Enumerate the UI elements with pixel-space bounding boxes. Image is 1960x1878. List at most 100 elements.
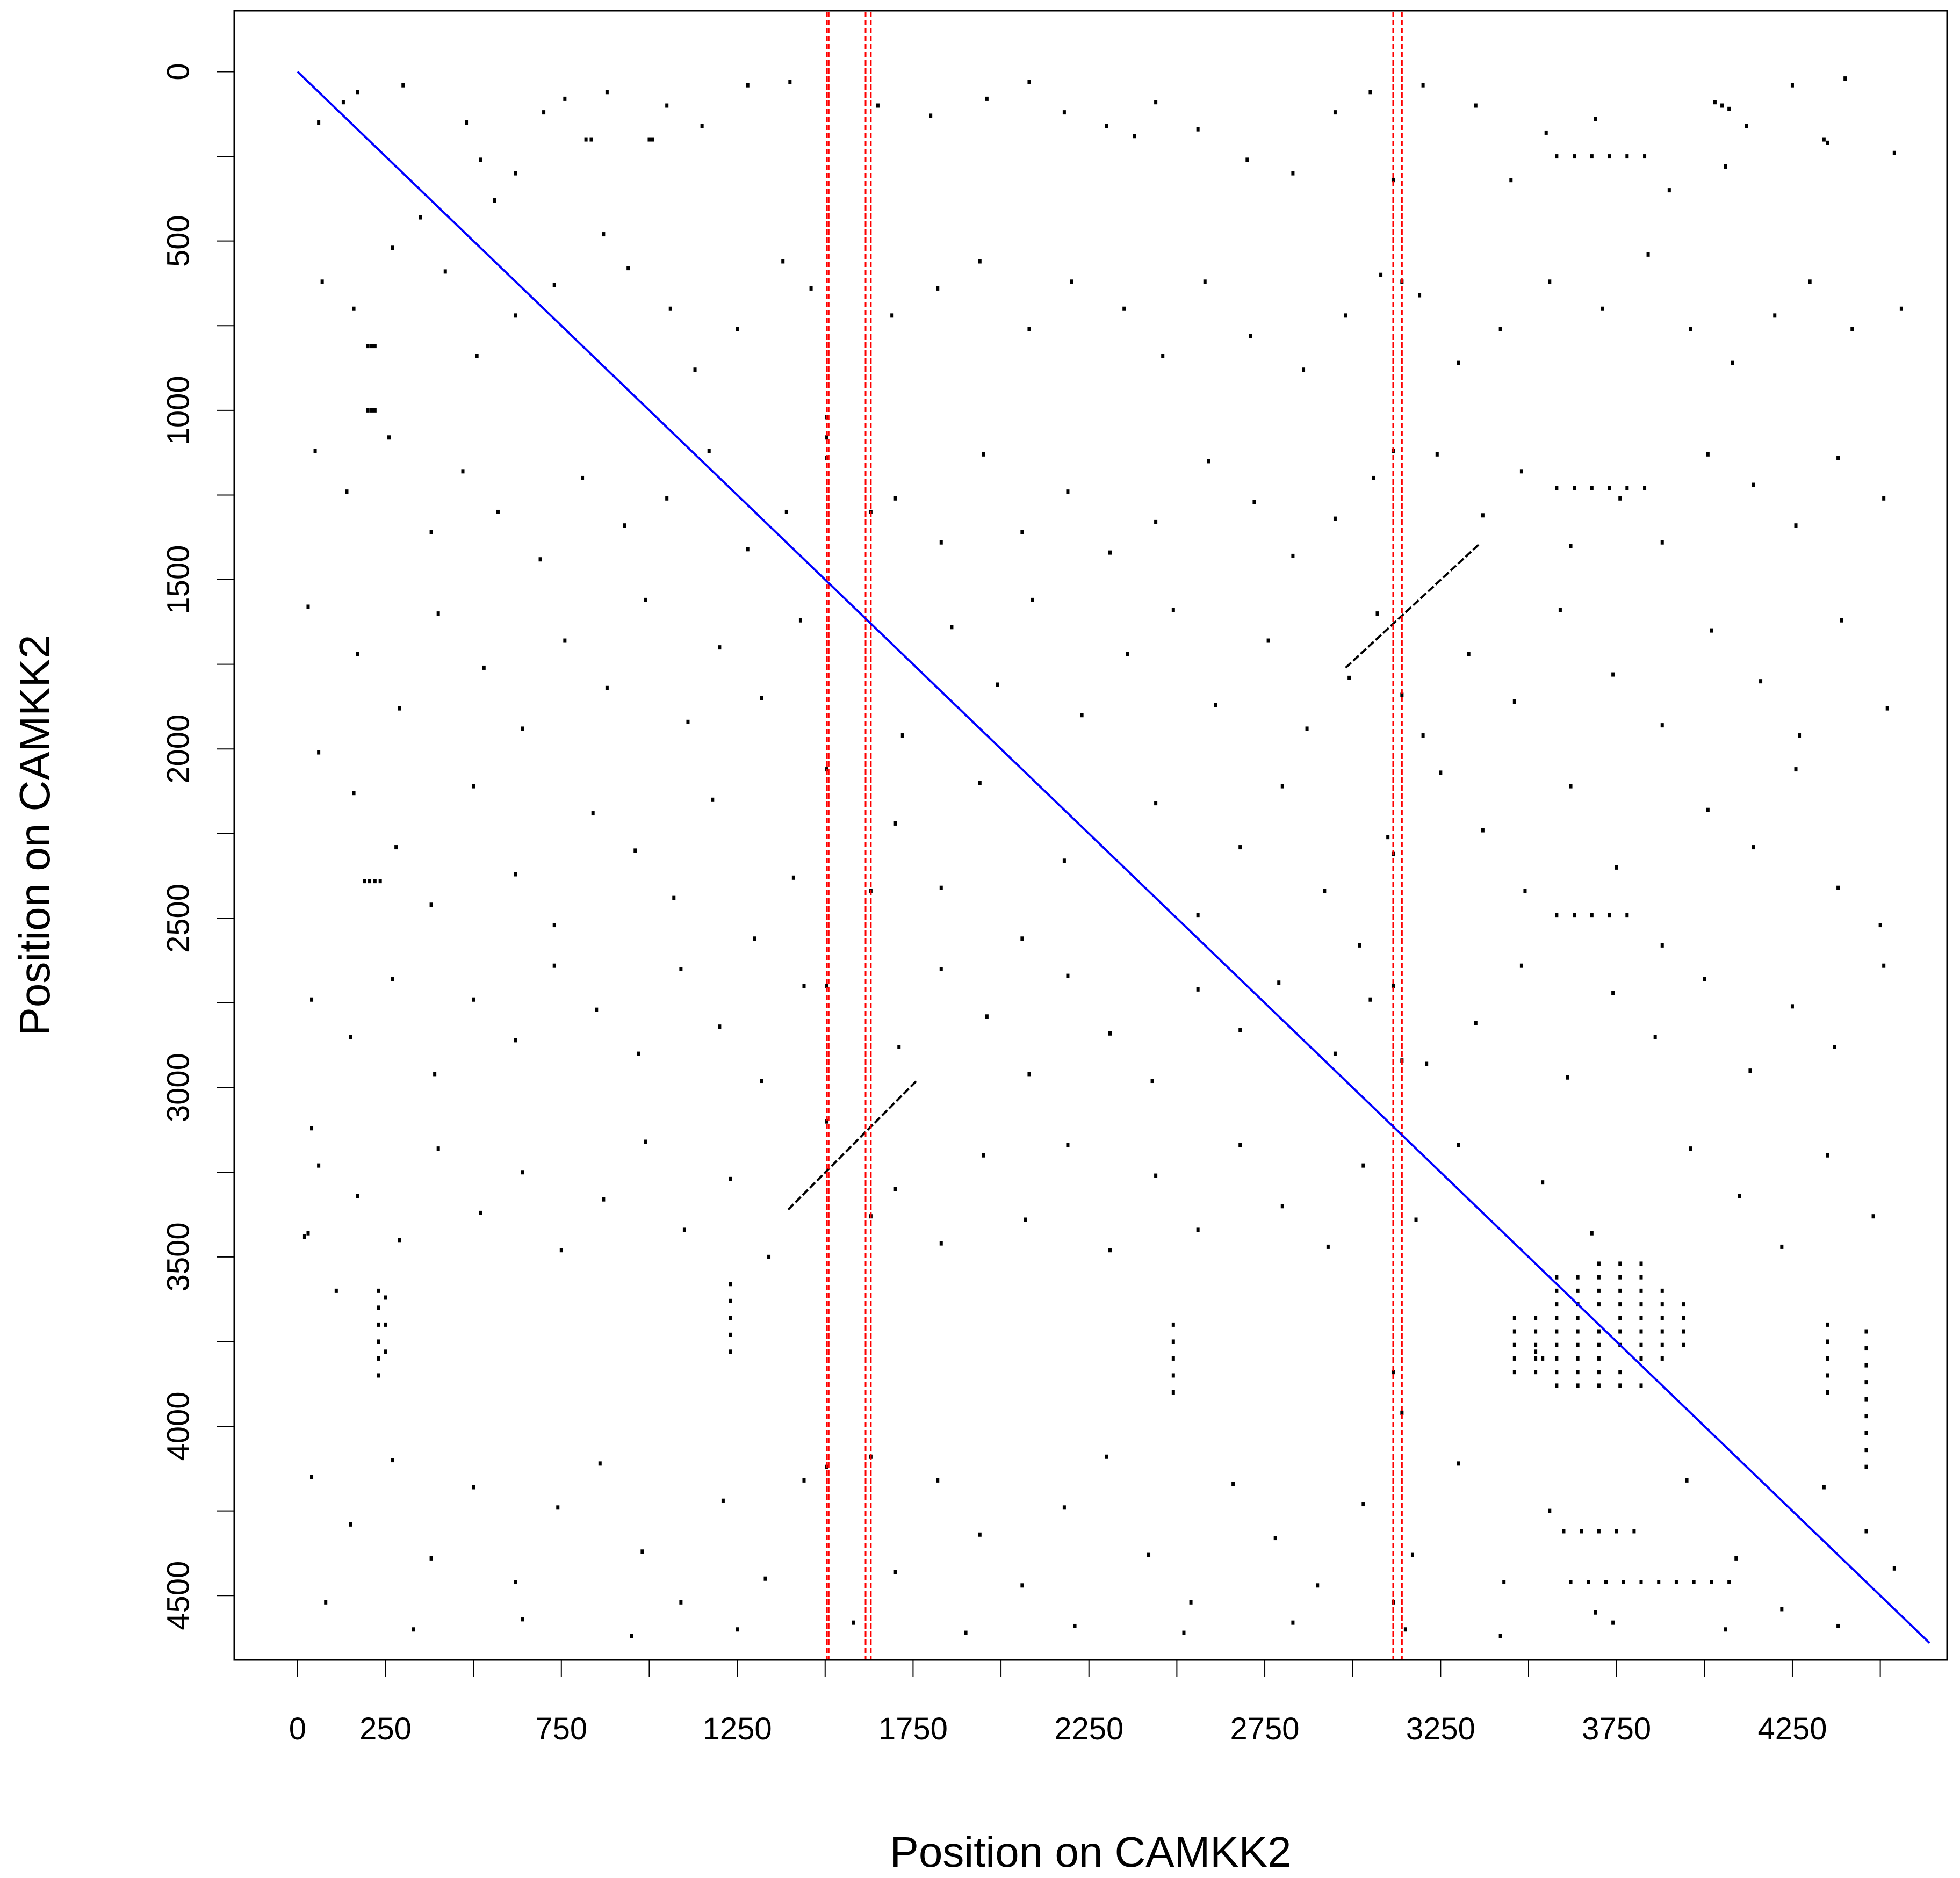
match-dot [1171, 1339, 1175, 1344]
match-dot [1573, 154, 1576, 159]
match-dot [1555, 1370, 1559, 1375]
match-dot [985, 96, 989, 101]
match-dot [1245, 157, 1249, 162]
match-dot [1122, 306, 1126, 311]
match-dot [1836, 885, 1840, 890]
match-dot [1660, 1288, 1664, 1293]
match-dot [1639, 1580, 1643, 1585]
x-tick-label: 3750 [1582, 1711, 1651, 1746]
match-dot [493, 198, 496, 203]
match-dot [1703, 977, 1706, 981]
match-dot [1752, 482, 1755, 487]
match-dot [591, 811, 595, 816]
match-dot [1682, 1342, 1685, 1347]
match-dot [1512, 699, 1516, 704]
match-dot [1611, 672, 1615, 677]
match-dot [1639, 1288, 1643, 1293]
y-axis-tick-labels: 0 500 1000 1500 2000 2500 3000 3500 4000 4500 [161, 63, 196, 1630]
match-dot [349, 1035, 352, 1039]
match-dot [1840, 618, 1843, 623]
match-dot [514, 1580, 517, 1585]
match-dot [320, 279, 324, 284]
match-dot [1066, 1143, 1070, 1147]
match-dot [387, 435, 391, 440]
match-dot [729, 1316, 732, 1320]
match-dot [602, 1197, 606, 1202]
match-dot [1864, 1414, 1868, 1419]
match-dot [1555, 1342, 1559, 1347]
match-dot [1611, 991, 1615, 995]
match-dot [1576, 1356, 1580, 1361]
match-dot [1706, 807, 1710, 812]
match-dot [1133, 134, 1136, 139]
match-dot [1625, 486, 1629, 490]
match-dot [605, 90, 609, 95]
match-dot [1618, 1370, 1622, 1375]
match-dot [1864, 1448, 1868, 1453]
match-dot [563, 96, 567, 101]
match-dot [1555, 1383, 1559, 1388]
match-dot [1302, 367, 1306, 372]
match-dot [378, 879, 382, 884]
match-dot [1418, 293, 1422, 298]
match-dot [1391, 178, 1395, 183]
match-dot [893, 821, 897, 826]
match-dot [802, 1478, 806, 1483]
y-axis-title: Position on CAMKK2 [11, 634, 59, 1036]
match-dot [1512, 1342, 1516, 1347]
match-dot [1502, 1580, 1506, 1585]
match-dot [1182, 1630, 1186, 1635]
match-dot [1576, 1329, 1580, 1334]
match-dot [1126, 652, 1129, 656]
plot-frame [233, 10, 1948, 1661]
match-dot [1794, 523, 1798, 528]
match-dot [479, 1210, 482, 1215]
match-dot [950, 625, 954, 630]
match-dot [1597, 1261, 1601, 1266]
match-dot [985, 1014, 989, 1019]
match-dot [1457, 360, 1460, 365]
match-dot [1822, 1485, 1826, 1490]
match-dot [1150, 1079, 1154, 1084]
match-dot [626, 266, 630, 271]
match-dot [1467, 652, 1471, 656]
match-dot [1066, 489, 1070, 494]
match-dot [313, 449, 317, 453]
match-dot [936, 286, 940, 291]
match-dot [1780, 1607, 1784, 1612]
match-dot [784, 509, 788, 514]
match-dot [1020, 530, 1024, 534]
match-dot [1660, 723, 1664, 728]
match-dot [1020, 936, 1024, 941]
match-dot [1608, 486, 1611, 490]
match-dot [1727, 106, 1731, 111]
match-dot [317, 1163, 321, 1168]
match-dot [373, 879, 377, 884]
match-dot [760, 696, 763, 700]
match-dot [1512, 1316, 1516, 1320]
match-dot [1323, 889, 1327, 894]
match-dot [1660, 1356, 1664, 1361]
match-dot [1368, 90, 1372, 95]
match-dot [1252, 500, 1256, 504]
match-dot [1660, 1302, 1664, 1307]
match-dot [1826, 1356, 1829, 1361]
match-dot [736, 1627, 739, 1632]
match-dot [1231, 1482, 1235, 1486]
match-dot [1073, 1623, 1077, 1628]
match-dot [1062, 110, 1066, 115]
match-dot [1639, 1383, 1643, 1388]
match-dot [521, 1170, 524, 1175]
match-dot [1027, 80, 1031, 84]
match-dot [939, 885, 943, 890]
match-dot [1555, 154, 1559, 159]
match-dot [1238, 1028, 1242, 1032]
match-dot [788, 80, 792, 84]
match-dot [317, 120, 321, 125]
match-dot [552, 283, 556, 287]
match-dot [1899, 306, 1903, 311]
match-dot [1689, 327, 1692, 331]
match-dot [310, 1126, 314, 1131]
match-dot [538, 557, 542, 562]
match-dot [1555, 1275, 1559, 1280]
